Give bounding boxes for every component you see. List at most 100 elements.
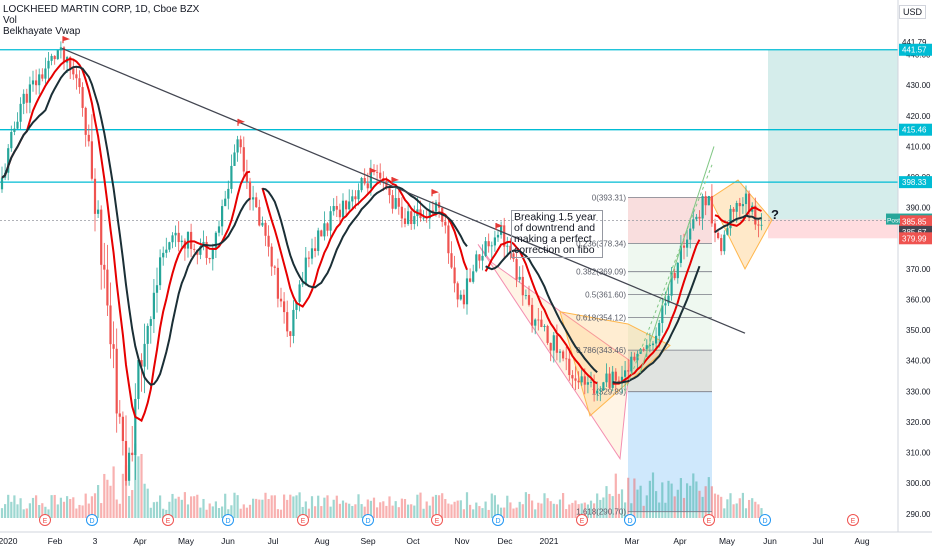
- x-tick-label: Jun: [221, 536, 235, 546]
- candle-body: [69, 57, 72, 69]
- volume-bar: [391, 505, 394, 518]
- volume-bar: [13, 495, 16, 518]
- stop-zone: [768, 219, 898, 239]
- candle-body: [273, 266, 276, 268]
- volume-bar: [239, 508, 242, 518]
- candle-body: [379, 172, 382, 179]
- candle-body: [589, 382, 593, 383]
- candle-body: [388, 188, 391, 196]
- volume-bar: [558, 499, 562, 518]
- candle-body: [571, 375, 574, 379]
- volume-bar: [515, 507, 518, 518]
- vwap-fast-line: [714, 206, 762, 227]
- indicator-label[interactable]: Belkhayate Vwap: [3, 26, 81, 37]
- candle-body: [407, 211, 410, 224]
- volume-bar: [540, 503, 543, 518]
- candle-body: [295, 301, 298, 310]
- candle-body: [87, 134, 90, 142]
- candle-body: [450, 253, 453, 268]
- candle-body: [434, 202, 438, 212]
- event-marker-icon: [362, 514, 374, 526]
- candle-body: [10, 131, 13, 149]
- event-marker-letter: D: [365, 518, 370, 525]
- volume-bar: [267, 499, 270, 518]
- candle-body: [518, 276, 521, 280]
- volume-bar: [465, 492, 469, 518]
- x-tick-label: Jul: [813, 536, 824, 546]
- vwap-slow-line: [714, 214, 762, 234]
- candle-body: [115, 348, 118, 414]
- volume-bar: [50, 495, 53, 518]
- volume-bar: [270, 495, 273, 518]
- volume-bar: [534, 509, 537, 518]
- price-tag: [899, 123, 932, 136]
- volume-bar: [580, 503, 583, 518]
- volume-bar: [155, 501, 159, 518]
- volume-bar: [69, 499, 72, 518]
- volume-bar: [177, 496, 180, 518]
- volume-label[interactable]: Vol: [3, 15, 17, 26]
- volume-bar: [252, 498, 255, 518]
- candle-body: [286, 312, 289, 332]
- volume-bar: [509, 502, 512, 518]
- candle-body: [292, 309, 295, 336]
- volume-bar: [673, 496, 676, 518]
- candle-body: [78, 78, 81, 88]
- volume-bar: [562, 493, 565, 518]
- candle-body: [326, 223, 329, 231]
- x-tick-label: Sep: [360, 536, 375, 546]
- volume-bar: [221, 506, 224, 518]
- volume-bar: [754, 501, 757, 518]
- candle-body: [596, 390, 599, 394]
- volume-bar: [624, 502, 627, 518]
- volume-bar: [462, 509, 465, 518]
- fib-level-label: 0.5(361.60): [585, 291, 626, 300]
- volume-bar: [645, 495, 648, 518]
- candle-body: [227, 188, 230, 199]
- x-tick-label: Apr: [133, 536, 146, 546]
- candle-body: [580, 376, 583, 383]
- fib-level-label: 0.786(343.46): [576, 346, 626, 355]
- candle-body: [267, 235, 270, 247]
- volume-bar: [202, 498, 205, 518]
- candle-body: [205, 241, 208, 259]
- candle-body: [469, 278, 472, 282]
- volume-bar: [292, 496, 295, 518]
- price-tag-label: 441.57: [902, 46, 927, 55]
- volume-bar: [372, 497, 376, 518]
- candle-body: [686, 239, 689, 248]
- symbol-title[interactable]: LOCKHEED MARTIN CORP, 1D, Cboe BZX: [3, 4, 200, 15]
- volume-bar: [41, 503, 44, 518]
- volume-bar: [326, 495, 329, 518]
- flag-icon: [63, 36, 70, 42]
- event-marker-letter: E: [580, 518, 585, 525]
- volume-bar: [214, 501, 217, 518]
- currency-label[interactable]: USD: [898, 5, 926, 19]
- volume-bar: [434, 494, 438, 518]
- volume-bar: [664, 502, 667, 518]
- candle-body: [655, 335, 658, 344]
- candle-body: [521, 276, 524, 296]
- candle-body: [372, 171, 376, 173]
- uptrend-channel-dashed: [624, 164, 713, 392]
- volume-bar: [242, 504, 245, 518]
- candle-body: [738, 203, 741, 207]
- event-marker-icon: [431, 514, 443, 526]
- volume-bar: [394, 501, 397, 518]
- volume-bar: [168, 501, 171, 518]
- annotation-note[interactable]: Breaking 1.5 year of downtrend and makin…: [511, 210, 603, 258]
- volume-bar: [75, 508, 78, 518]
- candle-body: [503, 225, 506, 247]
- price-tag: [899, 43, 932, 56]
- candle-body: [171, 235, 174, 243]
- event-marker-letter: D: [627, 518, 632, 525]
- volume-bar: [382, 501, 385, 518]
- volume-bar: [25, 508, 28, 518]
- volume-bar: [521, 504, 524, 518]
- volume-bar: [472, 509, 475, 518]
- candle-body: [552, 335, 555, 351]
- volume-bar: [686, 483, 689, 518]
- volume-bar: [264, 492, 267, 518]
